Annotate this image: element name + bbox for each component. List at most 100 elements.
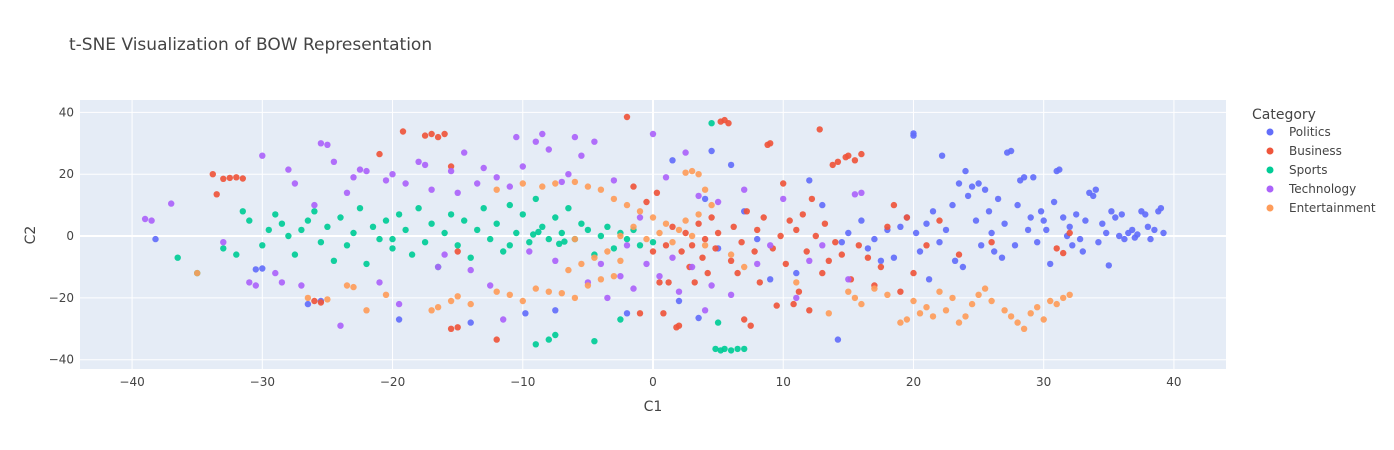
data-point [467, 254, 474, 261]
data-point [636, 214, 644, 221]
data-point [929, 208, 937, 215]
data-point [1129, 226, 1136, 234]
data-point [688, 167, 696, 175]
data-point [834, 158, 842, 165]
data-point [1027, 310, 1034, 317]
data-point [1034, 304, 1041, 311]
data-point [285, 166, 292, 173]
data-point [1103, 229, 1110, 237]
data-point [1020, 174, 1028, 181]
data-point [851, 157, 859, 164]
data-point [669, 254, 676, 261]
data-point [708, 201, 715, 209]
data-point [649, 248, 657, 255]
data-point [695, 220, 702, 227]
data-point [1121, 235, 1128, 243]
data-point [858, 189, 865, 196]
data-point [174, 254, 181, 261]
data-point [389, 235, 396, 243]
data-point [591, 138, 598, 145]
y-tick-label: 20 [59, 167, 74, 181]
data-point [675, 322, 683, 329]
data-point [1082, 217, 1089, 224]
data-point [936, 239, 943, 246]
data-point [350, 283, 357, 291]
data-point [565, 171, 572, 178]
data-point [630, 285, 637, 292]
legend-item-label: Politics [1289, 125, 1331, 139]
data-point [701, 307, 709, 314]
data-point [1037, 208, 1045, 215]
data-point [623, 242, 631, 249]
data-point [786, 217, 793, 224]
data-point [1053, 300, 1060, 308]
data-point [324, 296, 331, 303]
data-point [558, 178, 565, 186]
data-point [669, 239, 676, 246]
data-point [395, 211, 403, 218]
data-point [246, 217, 253, 224]
data-point [851, 294, 859, 302]
data-point [369, 223, 377, 230]
data-point [532, 341, 539, 348]
data-point [434, 304, 442, 311]
data-point [845, 229, 852, 237]
data-point [623, 310, 631, 317]
data-point [1066, 229, 1073, 237]
data-point [845, 276, 852, 283]
data-point [662, 242, 670, 249]
data-point [324, 223, 331, 230]
data-point [714, 229, 722, 237]
data-point [910, 297, 917, 305]
x-tick-label: 0 [649, 375, 657, 389]
data-point [500, 316, 507, 323]
data-point [1056, 166, 1063, 173]
data-point [519, 211, 526, 218]
data-point [675, 226, 683, 234]
data-point [610, 273, 618, 280]
data-point [350, 229, 357, 237]
data-point [936, 288, 943, 295]
data-point [825, 310, 832, 317]
data-point [845, 288, 852, 295]
data-point [1147, 235, 1154, 243]
data-point [962, 167, 969, 175]
data-point [630, 183, 637, 190]
data-point [428, 186, 435, 193]
data-point [461, 149, 468, 156]
x-tick-label: 10 [776, 375, 791, 389]
data-point [962, 313, 969, 320]
data-point [610, 195, 618, 203]
data-point [730, 223, 737, 230]
data-point [708, 147, 715, 155]
data-point [604, 223, 611, 230]
data-point [539, 130, 546, 138]
data-point [688, 242, 696, 249]
data-point [506, 183, 513, 190]
data-point [741, 345, 748, 353]
data-point [795, 288, 803, 295]
data-point [330, 158, 338, 165]
data-point [623, 235, 631, 243]
data-point [968, 183, 976, 190]
data-point [506, 242, 513, 249]
data-point [884, 291, 891, 298]
data-point [226, 174, 233, 182]
data-point [467, 319, 474, 326]
data-point [545, 336, 552, 343]
data-point [701, 235, 709, 243]
x-tick-label: −30 [250, 375, 275, 389]
data-point [656, 229, 663, 237]
data-point [571, 178, 579, 186]
data-point [1092, 186, 1100, 193]
data-point [304, 300, 312, 308]
data-point [552, 331, 559, 339]
data-point [610, 177, 618, 184]
data-point [725, 120, 732, 127]
data-point [356, 166, 364, 173]
data-point [708, 120, 715, 127]
data-point [858, 150, 865, 158]
data-point [1053, 245, 1060, 252]
data-point [337, 214, 344, 221]
